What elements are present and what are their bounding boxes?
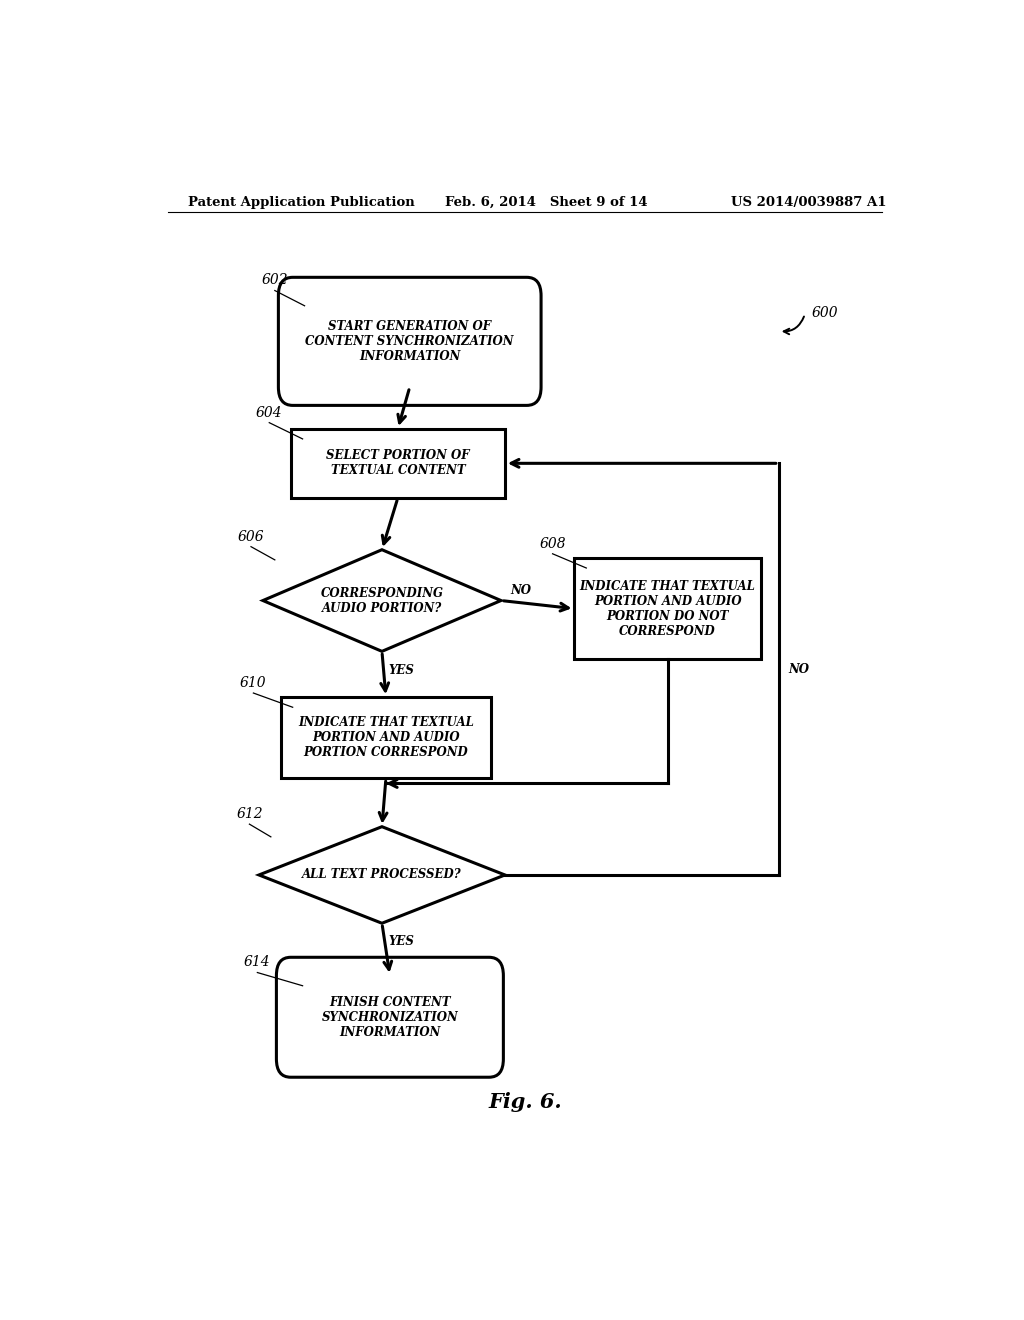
Text: 604: 604 — [256, 405, 283, 420]
Bar — [281, 697, 492, 779]
Text: INDICATE THAT TEXTUAL
PORTION AND AUDIO
PORTION CORRESPOND: INDICATE THAT TEXTUAL PORTION AND AUDIO … — [298, 717, 474, 759]
FancyBboxPatch shape — [279, 277, 541, 405]
Text: 614: 614 — [244, 956, 270, 969]
Text: NO: NO — [788, 663, 809, 676]
Text: Patent Application Publication: Patent Application Publication — [187, 195, 415, 209]
Text: SELECT PORTION OF
TEXTUAL CONTENT: SELECT PORTION OF TEXTUAL CONTENT — [326, 449, 470, 478]
Text: Fig. 6.: Fig. 6. — [488, 1092, 561, 1111]
Text: INDICATE THAT TEXTUAL
PORTION AND AUDIO
PORTION DO NOT
CORRESPOND: INDICATE THAT TEXTUAL PORTION AND AUDIO … — [580, 579, 756, 638]
Text: YES: YES — [389, 936, 415, 949]
Text: YES: YES — [389, 664, 415, 677]
Text: US 2014/0039887 A1: US 2014/0039887 A1 — [731, 195, 887, 209]
Bar — [291, 429, 505, 498]
Text: 606: 606 — [238, 529, 264, 544]
Polygon shape — [259, 826, 505, 923]
Text: START GENERATION OF
CONTENT SYNCHRONIZATION
INFORMATION: START GENERATION OF CONTENT SYNCHRONIZAT… — [305, 319, 514, 363]
Polygon shape — [263, 549, 501, 651]
FancyBboxPatch shape — [276, 957, 504, 1077]
Text: CORRESPONDING
AUDIO PORTION?: CORRESPONDING AUDIO PORTION? — [321, 586, 443, 615]
Text: 610: 610 — [240, 676, 266, 690]
Bar — [574, 558, 761, 660]
Text: NO: NO — [511, 583, 531, 597]
Text: 612: 612 — [237, 807, 263, 821]
Text: FINISH CONTENT
SYNCHRONIZATION
INFORMATION: FINISH CONTENT SYNCHRONIZATION INFORMATI… — [322, 995, 459, 1039]
Text: 608: 608 — [540, 537, 566, 550]
Text: Feb. 6, 2014   Sheet 9 of 14: Feb. 6, 2014 Sheet 9 of 14 — [445, 195, 648, 209]
Text: 602: 602 — [261, 273, 288, 288]
Text: ALL TEXT PROCESSED?: ALL TEXT PROCESSED? — [302, 869, 462, 882]
Text: 600: 600 — [812, 306, 839, 319]
